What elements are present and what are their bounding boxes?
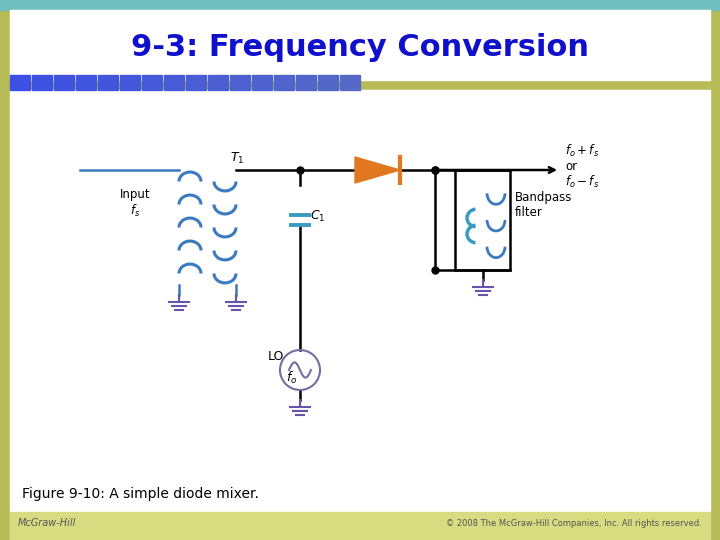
Bar <box>32 75 52 90</box>
Bar <box>208 75 228 90</box>
Text: LO: LO <box>268 350 284 363</box>
Text: $f_o + f_s$: $f_o + f_s$ <box>565 143 599 159</box>
Bar <box>0 0 720 10</box>
Bar <box>54 75 74 90</box>
Bar <box>10 90 710 512</box>
Text: 9-3: Frequency Conversion: 9-3: Frequency Conversion <box>131 33 589 63</box>
Bar <box>296 75 316 90</box>
Text: Input
$f_s$: Input $f_s$ <box>120 187 150 219</box>
Bar <box>340 75 360 90</box>
Text: Figure 9-10: A simple diode mixer.: Figure 9-10: A simple diode mixer. <box>22 487 259 501</box>
Text: $f_o$: $f_o$ <box>286 370 297 386</box>
Bar <box>10 75 30 90</box>
Text: $f_o - f_s$: $f_o - f_s$ <box>565 174 599 190</box>
Bar <box>98 75 118 90</box>
Bar <box>230 75 250 90</box>
Bar <box>252 75 272 90</box>
Bar <box>10 10 710 80</box>
Bar <box>76 75 96 90</box>
Bar <box>164 75 184 90</box>
Text: Bandpass
filter: Bandpass filter <box>515 191 572 219</box>
Bar <box>186 75 206 90</box>
Bar <box>120 75 140 90</box>
Bar <box>142 75 162 90</box>
Bar <box>274 75 294 90</box>
Text: $T_1$: $T_1$ <box>230 151 244 166</box>
Text: $C_1$: $C_1$ <box>310 209 325 224</box>
Polygon shape <box>355 157 400 183</box>
Bar <box>455 170 510 270</box>
Text: McGraw-Hill: McGraw-Hill <box>18 518 76 528</box>
Bar <box>10 512 710 540</box>
Bar <box>318 75 338 90</box>
Text: or: or <box>565 160 577 173</box>
Text: © 2008 The McGraw-Hill Companies, Inc. All rights reserved.: © 2008 The McGraw-Hill Companies, Inc. A… <box>446 519 702 528</box>
